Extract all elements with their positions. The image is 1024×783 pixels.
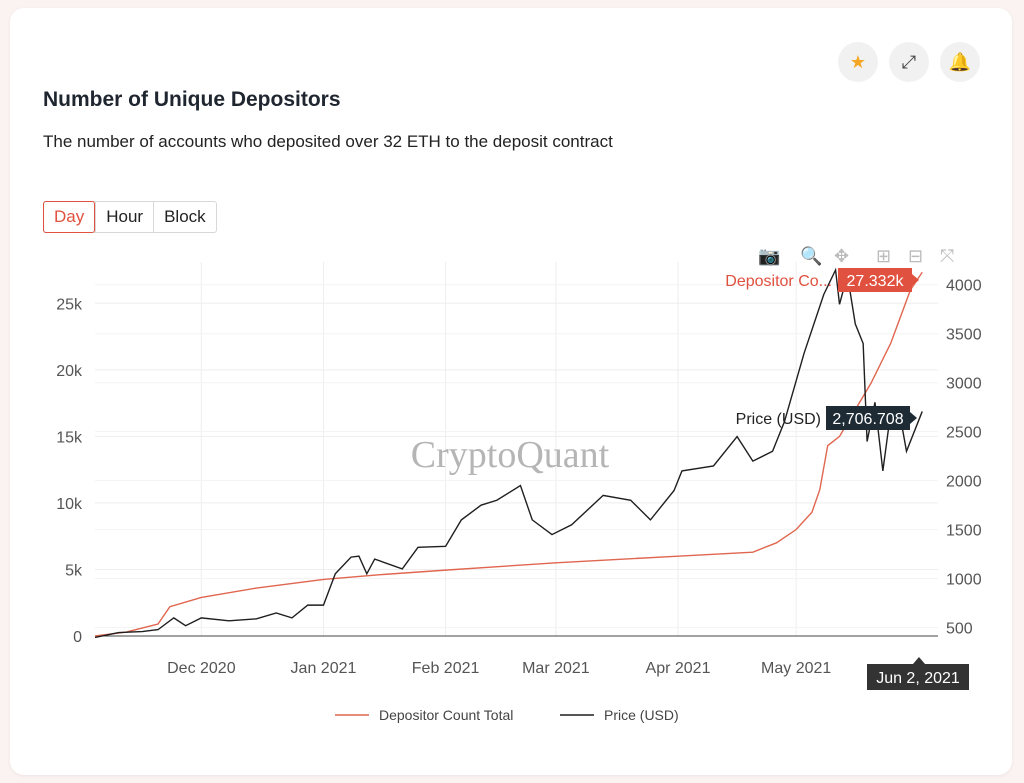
date-hover-value: Jun 2, 2021: [876, 670, 960, 687]
x-tick-label: May 2021: [761, 660, 831, 677]
depositor-hover-value: 27.332k: [847, 273, 905, 290]
y-left-tick-label: 10k: [56, 496, 83, 513]
y-right-tick-label: 1500: [946, 523, 982, 540]
price-hover-label: Price (USD): [736, 411, 821, 428]
watermark: CryptoQuant: [411, 434, 610, 476]
y-right-tick-label: 4000: [946, 278, 982, 295]
series-line-price: [94, 267, 923, 639]
pan-icon[interactable]: ✥: [834, 246, 850, 266]
y-right-tick-label: 3000: [946, 376, 982, 393]
date-hover-box: [867, 664, 969, 690]
depositor-hover-label: Depositor Co...: [725, 273, 832, 290]
y-right-tick-label: 2500: [946, 425, 982, 442]
range-tabs: Day Hour Block: [43, 201, 217, 233]
x-tick-label: Mar 2021: [522, 660, 590, 677]
zoom-icon[interactable]: 🔍: [800, 246, 823, 266]
tab-block[interactable]: Block: [153, 202, 216, 232]
zoom-in-icon[interactable]: ⊞: [876, 246, 892, 266]
price-hover-value: 2,706.708: [832, 411, 903, 428]
hover-pointer: [910, 412, 917, 424]
fullscreen-icon[interactable]: ⤢: [889, 42, 929, 82]
y-left-tick-label: 5k: [65, 562, 83, 579]
x-tick-label: Jan 2021: [291, 660, 357, 677]
bell-icon[interactable]: 🔔: [940, 42, 980, 82]
series-line-depositor-count: [94, 271, 923, 637]
tab-day[interactable]: Day: [43, 201, 96, 233]
y-left-tick-label: 25k: [56, 296, 83, 313]
star-icon[interactable]: ★: [838, 42, 878, 82]
y-left-tick-label: 0: [73, 629, 82, 646]
y-right-tick-label: 2000: [946, 474, 982, 491]
x-tick-label: Apr 2021: [646, 660, 711, 677]
depositor-hover-box: [838, 268, 912, 292]
legend-item[interactable]: Depositor Count Total: [379, 707, 513, 723]
camera-icon[interactable]: 📷: [758, 246, 781, 266]
x-tick-label: Dec 2020: [167, 660, 236, 677]
price-hover-box: [826, 406, 910, 430]
y-left-tick-label: 20k: [56, 363, 83, 380]
chart-card: ★ ⤢ 🔔 Number of Unique Depositors The nu…: [10, 8, 1012, 775]
hover-pointer: [912, 274, 919, 286]
x-tick-label: Feb 2021: [412, 660, 480, 677]
hover-pointer: [913, 657, 925, 664]
y-right-tick-label: 3500: [946, 327, 982, 344]
y-right-tick-label: 500: [946, 621, 973, 638]
autoscale-icon[interactable]: ⤧: [940, 246, 955, 266]
tab-hour[interactable]: Hour: [95, 202, 153, 232]
y-right-tick-label: 1000: [946, 572, 982, 589]
legend-item[interactable]: Price (USD): [604, 707, 679, 723]
zoom-out-icon[interactable]: ⊟: [908, 246, 924, 266]
page-description: The number of accounts who deposited ove…: [43, 132, 613, 151]
page-title: Number of Unique Depositors: [43, 88, 341, 111]
y-left-tick-label: 15k: [56, 429, 83, 446]
